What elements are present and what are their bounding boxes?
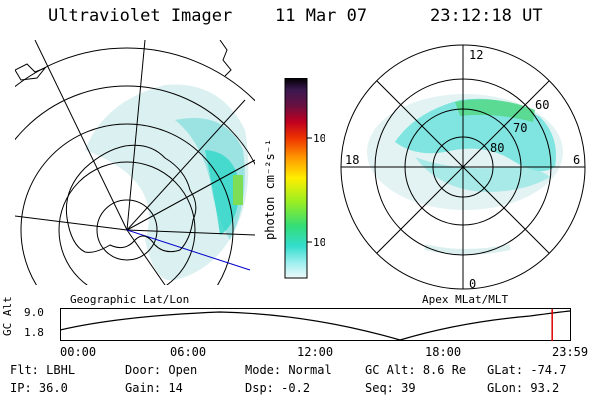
geographic-map: [15, 40, 255, 285]
timeline-ytick-bottom: 1.8: [24, 326, 44, 339]
status-mode: Mode: Normal: [245, 363, 332, 377]
aurora-bright-patch: [233, 175, 243, 205]
timeline-xtick-4: 23:59: [552, 345, 589, 359]
status-gc-alt: GC Alt: 8.6 Re: [365, 363, 467, 377]
mlt-label-6: 6: [573, 153, 580, 167]
status-dsp: Dsp: -0.2: [245, 381, 311, 395]
time-label: 23:12:18 UT: [430, 6, 543, 26]
colorbar-tick-label: 100: [313, 132, 325, 145]
mlt-label-12: 12: [469, 48, 483, 62]
lat-label-80: 80: [490, 141, 504, 155]
timeline-xtick-3: 18:00: [425, 345, 462, 359]
lat-label-70: 70: [513, 121, 527, 135]
status-glon: GLon: 93.2: [487, 381, 560, 395]
timeline-xtick-1: 06:00: [170, 345, 207, 359]
sun-direction-line: [126, 229, 251, 271]
status-gain: Gain: 14: [125, 381, 183, 395]
status-ip: IP: 36.0: [10, 381, 68, 395]
colorbar-label: photon cm⁻²s⁻¹: [263, 138, 277, 240]
status-flt: Flt: LBHL: [10, 363, 76, 377]
aurora-oval-bright: [455, 99, 535, 122]
left-panel-caption: Geographic Lat/Lon: [70, 293, 190, 306]
timeline-ylabel: GC Alt: [1, 296, 14, 336]
aurora-core: [205, 150, 240, 235]
date-label: 11 Mar 07: [275, 6, 368, 26]
timeline-ytick-top: 9.0: [24, 306, 44, 319]
orbit-altitude-strip: [60, 308, 571, 341]
status-door: Door: Open: [125, 363, 198, 377]
mlt-label-0: 0: [469, 277, 476, 291]
status-glat: GLat: -74.7: [487, 363, 567, 377]
mlt-label-18: 18: [345, 153, 359, 167]
lat-label-60: 60: [535, 98, 549, 112]
timeline-xtick-2: 12:00: [297, 345, 334, 359]
app-title: Ultraviolet Imager: [48, 6, 233, 26]
magnetic-polar-plot: 12 0 18 6 60 70 80: [340, 44, 586, 291]
timeline-xtick-0: 00:00: [60, 345, 97, 359]
status-seq: Seq: 39: [365, 381, 416, 395]
antarctica-outline: [65, 144, 197, 253]
colorbar: 100 10: [284, 78, 325, 279]
right-panel-caption: Apex MLat/MLT: [422, 293, 509, 306]
colorbar-tick-label: 10: [313, 236, 325, 249]
altitude-curve: [60, 310, 571, 341]
